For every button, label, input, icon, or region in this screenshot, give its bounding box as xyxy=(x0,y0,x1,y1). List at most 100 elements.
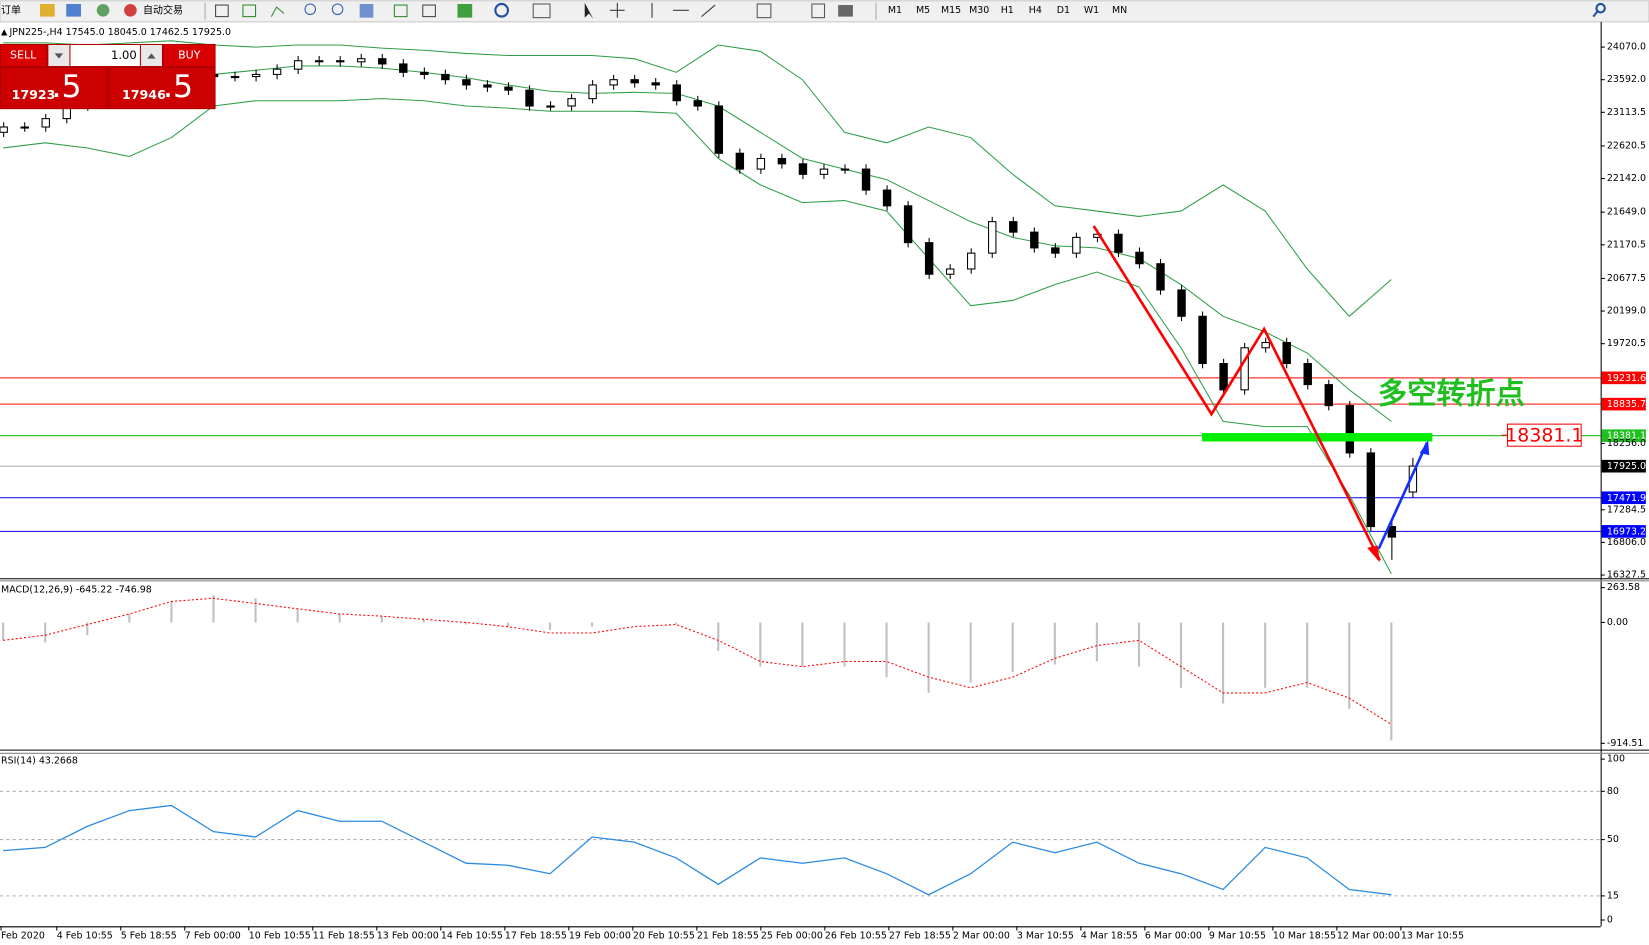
y-tick-label: 16806.0 xyxy=(1607,537,1646,548)
candle-body xyxy=(0,126,8,133)
candle-body xyxy=(483,84,492,88)
timeframe-button[interactable] xyxy=(994,2,1020,19)
candle-body xyxy=(1177,289,1186,317)
search[interactable] xyxy=(1595,2,1606,14)
zigzag-down xyxy=(1092,225,1381,561)
toolbar: 订单 自动交易 xyxy=(0,0,1649,23)
candle-body xyxy=(588,84,597,100)
new-order-button[interactable]: 订单 xyxy=(1,4,21,16)
arrow-head xyxy=(1367,545,1380,563)
x-tick-label: 27 Feb 18:55 xyxy=(889,930,951,941)
lot-value[interactable]: 1.00 xyxy=(111,48,137,62)
sell-price-fraction[interactable]: .5 xyxy=(52,69,82,105)
timeframe-button[interactable] xyxy=(882,2,908,19)
candle-body xyxy=(777,157,787,165)
timeframe-label[interactable]: M15 xyxy=(941,5,961,16)
icon[interactable] xyxy=(359,3,374,18)
timeframe-label[interactable]: MN xyxy=(1112,5,1127,16)
buy-price[interactable]: 17946 xyxy=(122,87,166,102)
y-tick-label: 15 xyxy=(1607,890,1619,901)
x-tick-label: 5 Feb 18:55 xyxy=(121,930,177,941)
price-level-tag xyxy=(1601,459,1646,473)
lot-up-icon[interactable] xyxy=(147,53,156,59)
timeframe-label[interactable]: W1 xyxy=(1084,5,1099,16)
timeframe-button[interactable] xyxy=(1022,2,1048,19)
candle-body xyxy=(1051,247,1060,254)
price-level-label: 19231.6 xyxy=(1607,373,1646,384)
templates[interactable] xyxy=(532,3,551,19)
header-icon xyxy=(1,29,8,36)
candle-body xyxy=(1198,315,1207,365)
search[interactable] xyxy=(1592,10,1599,18)
x-tick-label: 21 Feb 18:55 xyxy=(697,930,759,941)
price-panel xyxy=(0,40,1601,575)
candle-body xyxy=(41,118,50,128)
zoom-out[interactable] xyxy=(331,3,344,16)
periods[interactable] xyxy=(494,2,510,18)
sell-price[interactable]: 17923 xyxy=(12,87,56,102)
candle-body xyxy=(840,168,850,171)
x-tick-label: 4 Mar 18:55 xyxy=(1081,930,1138,941)
axes xyxy=(0,21,1649,928)
y-tick-label: -914.51 xyxy=(1607,738,1644,749)
timeframe-label[interactable]: M30 xyxy=(969,5,989,16)
timeframe-label[interactable]: H4 xyxy=(1029,5,1042,16)
icon[interactable] xyxy=(270,6,285,17)
timeframe-button[interactable] xyxy=(1078,2,1105,19)
sell-price-box[interactable] xyxy=(1,68,107,109)
zoom-in[interactable] xyxy=(304,3,317,16)
autotrade-button[interactable]: 自动交易 xyxy=(143,3,183,16)
y-tick-label: 18256.0 xyxy=(1607,438,1646,449)
buy-button[interactable] xyxy=(164,45,215,67)
lot-input[interactable] xyxy=(70,45,140,67)
timeframe-label[interactable]: H1 xyxy=(1001,5,1014,16)
y-tick-label: 21170.5 xyxy=(1607,239,1646,250)
candle-body xyxy=(882,189,892,207)
y-tick-label: 24070.0 xyxy=(1607,42,1646,53)
timeframe-label[interactable]: M5 xyxy=(916,5,930,16)
icon[interactable] xyxy=(393,4,408,18)
cursor-tool[interactable] xyxy=(584,2,594,19)
lot-down-icon[interactable] xyxy=(54,53,64,59)
chart-title: JPN225-,H4 17545.0 18045.0 17462.5 17925… xyxy=(8,27,231,38)
price-level-label: 16973.2 xyxy=(1607,526,1646,537)
timeframe-button[interactable] xyxy=(1106,2,1133,19)
timeframe-button[interactable] xyxy=(1050,2,1077,19)
timeframe-button[interactable] xyxy=(910,2,936,19)
fibo-tool[interactable] xyxy=(756,3,772,19)
sell-label[interactable]: SELL xyxy=(10,49,37,62)
icon[interactable] xyxy=(39,3,55,17)
icon[interactable] xyxy=(66,3,81,17)
y-tick-label: 21649.0 xyxy=(1607,207,1646,218)
candle-body xyxy=(20,126,29,129)
indicators[interactable] xyxy=(457,3,473,18)
sell-button[interactable] xyxy=(1,45,47,67)
x-tick-label: 13 Feb 00:00 xyxy=(377,930,439,941)
icon[interactable] xyxy=(215,4,229,18)
icon[interactable] xyxy=(96,3,110,17)
candle-body xyxy=(525,89,534,107)
y-tick-label: 263.58 xyxy=(1607,582,1640,593)
icon[interactable] xyxy=(242,4,257,18)
buy-label[interactable]: BUY xyxy=(178,49,201,62)
buy-price-box[interactable] xyxy=(109,68,215,109)
candle-body xyxy=(546,105,555,108)
y-tick-label: 19720.5 xyxy=(1607,338,1646,349)
candle-body xyxy=(1030,231,1039,249)
candle-body xyxy=(441,73,450,81)
autotrade-icon[interactable] xyxy=(124,3,137,17)
timeframe-label[interactable]: D1 xyxy=(1057,5,1070,16)
timeframe-button[interactable] xyxy=(938,2,964,19)
buy-price-fraction[interactable]: .5 xyxy=(163,69,193,105)
bollinger-upper xyxy=(3,40,1392,318)
icon[interactable] xyxy=(422,4,436,18)
price-level-tag xyxy=(1601,371,1646,385)
timeframe-button[interactable] xyxy=(966,2,992,19)
x-tick-label: 3 Mar 10:55 xyxy=(1017,930,1074,941)
rsi-panel xyxy=(0,790,1601,897)
label-tool[interactable] xyxy=(811,3,826,19)
trend-tool[interactable] xyxy=(701,4,716,18)
timeframe-label[interactable]: M1 xyxy=(888,5,902,16)
shapes-tool[interactable] xyxy=(838,5,853,17)
